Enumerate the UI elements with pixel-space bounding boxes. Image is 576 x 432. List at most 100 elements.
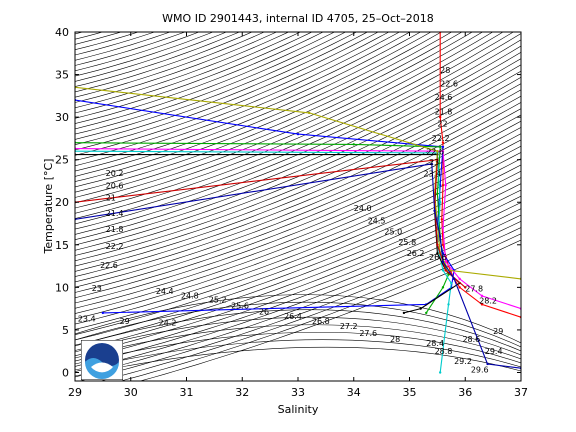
density-label: 23: [429, 158, 439, 167]
density-contour: [75, 32, 368, 145]
density-contour: [75, 32, 432, 177]
profile-point: [307, 111, 311, 115]
profile-point: [438, 115, 442, 119]
density-contour: [75, 32, 200, 72]
profile-point: [450, 281, 453, 285]
density-label: 21.4: [106, 209, 124, 218]
density-contour: [75, 32, 453, 188]
density-contour: [75, 32, 347, 135]
density-contour: [75, 32, 278, 103]
density-contour: [75, 32, 228, 82]
density-contour: [75, 208, 521, 372]
density-contour: [75, 83, 521, 267]
density-label: 22: [437, 119, 447, 128]
density-contour: [75, 189, 521, 357]
density-contour: [139, 239, 521, 381]
profile-point: [101, 311, 105, 315]
y-tick-label: 30: [55, 111, 69, 124]
density-contour: [75, 108, 521, 288]
density-label: 20.6: [106, 182, 124, 191]
density-contour: [75, 32, 241, 87]
profile-point: [464, 286, 467, 289]
density-contour: [75, 32, 336, 130]
density-contour: [75, 301, 521, 348]
y-tick-label: 35: [55, 69, 69, 82]
density-label: 25.0: [384, 228, 402, 237]
density-contour: [75, 164, 521, 335]
y-tick-label: 20: [55, 196, 69, 209]
density-contour: [75, 70, 521, 256]
profile-point: [436, 252, 439, 255]
profile-point: [433, 209, 436, 212]
x-tick-label: 34: [347, 386, 361, 399]
profile-point: [436, 149, 439, 153]
profile-point: [441, 226, 445, 229]
density-label: 28.8: [435, 347, 453, 356]
density-label: 28.4: [426, 339, 444, 348]
density-contour: [75, 32, 484, 204]
density-contour: [75, 331, 521, 365]
density-contour: [75, 32, 253, 93]
y-tick-label: 25: [55, 154, 69, 167]
density-contour: [75, 183, 521, 351]
y-axis-label: Temperature [°C]: [42, 159, 55, 255]
density-contour: [75, 32, 266, 98]
density-contour: [75, 127, 521, 304]
profile-point: [444, 269, 447, 272]
density-contour: [75, 64, 521, 251]
profile-point: [458, 277, 461, 281]
density-label: 26.8: [312, 317, 330, 326]
profile-point: [436, 243, 439, 247]
density-contour: [75, 32, 156, 56]
density-contour: [75, 95, 521, 277]
density-label: 26.4: [284, 312, 302, 321]
density-label: 24.8: [181, 291, 199, 300]
chart-title: WMO ID 2901443, internal ID 4705, 25–Oct…: [162, 12, 434, 25]
density-label: 23.4: [78, 314, 96, 323]
density-label: 22.2: [432, 134, 450, 143]
density-contour: [75, 52, 521, 240]
density-label: 22.6: [100, 261, 118, 270]
density-label: 25.2: [209, 296, 227, 305]
profile-point: [447, 303, 450, 306]
y-tick-label: 15: [55, 239, 69, 252]
y-axis-ticks: 0 5 10 15 20 25 30 35 40: [55, 26, 521, 379]
density-contour: [75, 32, 313, 119]
y-tick-label: 5: [62, 324, 69, 337]
density-contour: [75, 32, 186, 66]
x-tick-label: 29: [68, 386, 82, 399]
profile-point: [458, 286, 461, 289]
profile-point: [441, 243, 445, 247]
profile-point: [440, 218, 444, 221]
density-contour: [75, 32, 463, 193]
density-contour: [75, 339, 521, 371]
profile-line-7: [75, 159, 466, 288]
profile-point: [430, 162, 433, 166]
profile-point: [441, 260, 445, 264]
density-label: 27.2: [340, 322, 358, 331]
profile-point: [296, 132, 300, 136]
density-contour: [75, 133, 521, 309]
density-label: 28: [390, 335, 400, 344]
density-label: 28: [440, 66, 450, 75]
density-contour: [75, 32, 504, 214]
density-contour: [75, 114, 521, 293]
density-contour: [75, 152, 521, 325]
profile-point: [438, 235, 442, 238]
density-contour: [78, 221, 521, 381]
density-contour: [75, 32, 290, 109]
profile-point: [419, 307, 422, 310]
density-label: 26.2: [407, 249, 425, 258]
density-contour: [75, 32, 379, 151]
density-label: 23: [92, 284, 102, 293]
density-contour: [75, 158, 521, 330]
density-contour: [75, 58, 521, 246]
density-label: 24.2: [159, 319, 177, 328]
density-label: 22.6: [440, 79, 458, 88]
density-contour: [75, 309, 521, 352]
density-label: 23.4: [423, 170, 441, 179]
profile-line-4: [75, 150, 452, 373]
density-label: 24.0: [354, 204, 372, 213]
density-contour: [75, 145, 521, 320]
